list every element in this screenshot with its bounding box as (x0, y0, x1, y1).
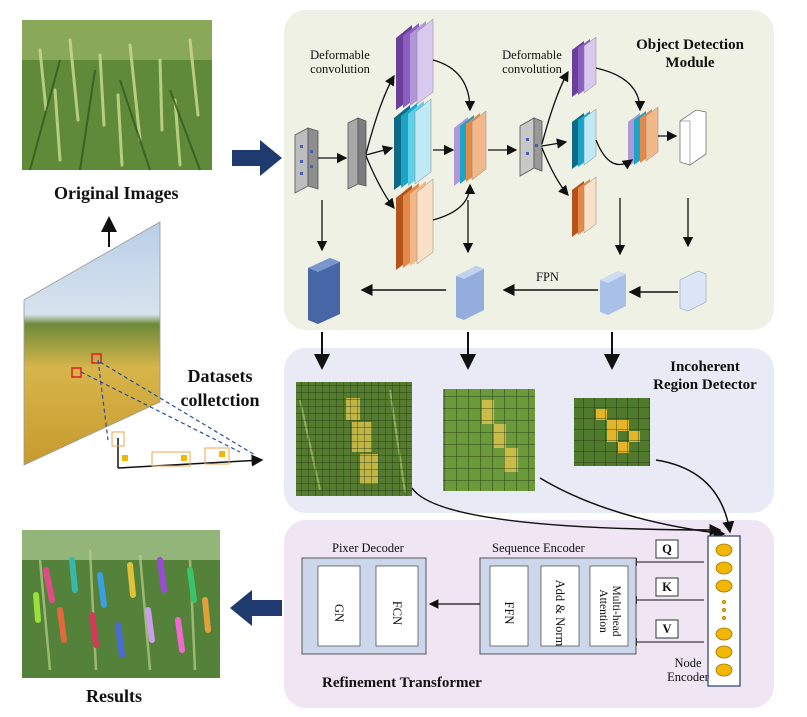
od-input-map (294, 127, 319, 194)
results-image (22, 530, 220, 678)
fcn-label: FCN (390, 600, 404, 626)
dataset-collection-image (23, 221, 264, 469)
deformable-conv-2-line1: Deformable (502, 48, 562, 62)
ird-title-line2: Region Detector (653, 377, 757, 393)
od-second-input (519, 117, 543, 177)
node-encoder-tokens (715, 543, 733, 677)
original-images-label: Original Images (54, 183, 179, 203)
fcn-block (375, 565, 419, 647)
incoherent-region-title: Incoherent Region Detector (640, 358, 770, 394)
ffn-block (489, 565, 529, 647)
region-grid-large (296, 382, 412, 496)
datasets-collection-line2: colletction (180, 390, 260, 410)
deformable-conv-1-line2: convolution (310, 62, 370, 76)
od-output-map (679, 109, 707, 166)
od-teal-stack (394, 98, 432, 190)
big-arrow-into-od (232, 140, 282, 176)
od-merged-stack (454, 110, 487, 186)
gn-label: GN (332, 603, 346, 623)
od-teal-stack-2 (572, 108, 597, 169)
multihead-block (589, 565, 629, 647)
node-encoder-line1: Node (674, 656, 702, 670)
deformable-conv-2-line2: convolution (502, 62, 562, 76)
od-purple-stack (396, 18, 434, 110)
object-detection-title: Object Detection Module (616, 36, 764, 72)
ird-title-line1: Incoherent (670, 359, 740, 375)
refinement-transformer-title: Refinement Transformer (322, 675, 482, 691)
gn-block (317, 565, 361, 647)
original-image (22, 20, 212, 171)
deformable-convolution-label-1: Deformable convolution (302, 48, 378, 76)
fpn-map-tiny (679, 270, 707, 312)
multihead-label: Multi-head Attention (597, 585, 622, 637)
deformable-convolution-label-2: Deformable convolution (494, 48, 570, 76)
k-label: K (662, 580, 672, 594)
datasets-collection-line1: Datasets (187, 366, 253, 386)
sequence-encoder-label: Sequence Encoder (492, 541, 585, 555)
fpn-label: FPN (536, 270, 559, 284)
od-purple-stack-2 (572, 36, 597, 97)
od-orange-stack-2 (572, 176, 597, 237)
deformable-conv-1-line1: Deformable (310, 48, 370, 62)
fpn-map-large (308, 258, 340, 324)
ffn-label: FFN (502, 601, 516, 625)
results-label: Results (86, 686, 143, 706)
node-encoder-line2: Encoder (667, 670, 709, 684)
node-encoder-label: Node Encoder (666, 656, 710, 684)
region-grid-small (574, 398, 650, 466)
fpn-map-small (600, 271, 626, 315)
q-box (655, 539, 679, 559)
region-grid-medium (443, 389, 535, 491)
add-norm-block (540, 565, 580, 647)
v-box (655, 619, 679, 639)
v-label: V (662, 622, 672, 636)
od-merged-stack-2 (628, 106, 659, 167)
pixel-decoder-label: Pixer Decoder (332, 541, 404, 555)
od-title-line2: Module (665, 55, 715, 71)
big-arrow-to-results (230, 590, 282, 626)
od-title-line1: Object Detection (636, 37, 744, 53)
add-norm-label: Add & Norm (553, 579, 567, 647)
datasets-collection-label: Datasets colletction (170, 364, 270, 412)
fpn-map-medium (456, 266, 484, 320)
k-box (655, 577, 679, 597)
od-conv-map (347, 117, 367, 190)
q-label: Q (662, 542, 672, 556)
od-orange-stack (396, 178, 434, 270)
